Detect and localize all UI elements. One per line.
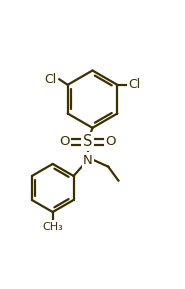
- Text: O: O: [106, 135, 116, 148]
- Text: Cl: Cl: [128, 78, 141, 91]
- Text: O: O: [60, 135, 70, 148]
- Text: N: N: [83, 154, 93, 167]
- Text: S: S: [83, 134, 92, 149]
- Text: CH₃: CH₃: [42, 222, 63, 232]
- Text: Cl: Cl: [44, 73, 57, 86]
